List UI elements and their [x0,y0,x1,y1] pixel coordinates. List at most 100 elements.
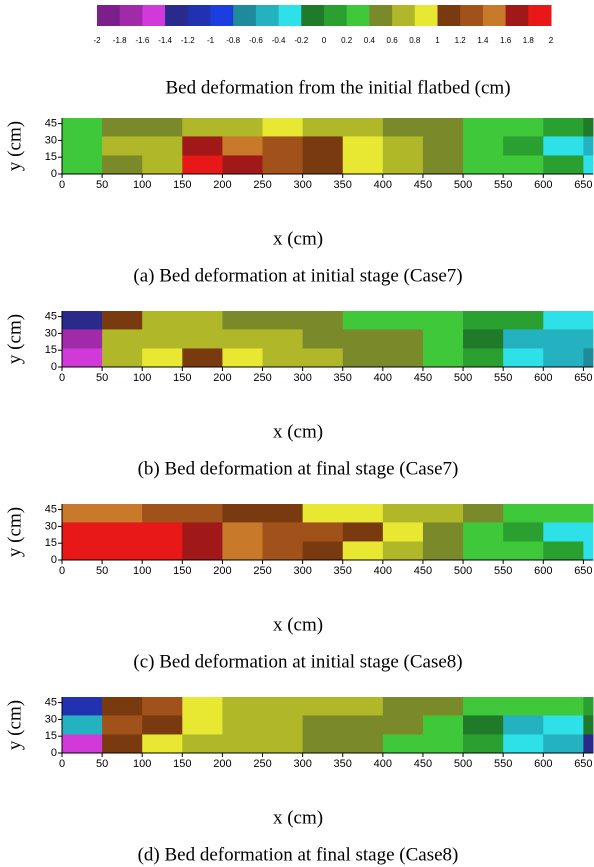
colorbar-segment [278,5,302,26]
colorbar-tick-label: -0.4 [272,36,286,45]
y-tick-label: 45 [45,697,57,709]
heatmap-cell [583,540,594,561]
heatmap-cell [102,347,143,368]
heatmap-cell [62,118,103,137]
x-axis-label: x (cm) [273,228,323,249]
heatmap-cell [262,697,304,716]
x-axis-label: x (cm) [273,807,323,828]
heatmap-cell [262,540,304,561]
heatmap-cell [382,311,424,330]
heatmap-cell [302,328,344,349]
colorbar-segment [233,5,257,26]
heatmap-cell [62,733,103,754]
x-tick-label: 0 [59,372,65,384]
colorbar-title: Bed deformation from the initial flatbed… [165,77,510,98]
x-tick-label: 50 [96,758,108,770]
x-tick-label: 100 [133,179,151,191]
x-tick-label: 350 [334,758,352,770]
heatmap-cell [382,154,424,175]
heatmap-cell [182,135,223,156]
heatmap-cell [302,714,344,735]
heatmap-cell [463,697,504,716]
heatmap-cell [262,504,304,523]
heatmap-cell [302,521,344,542]
heatmap-cell [382,714,424,735]
x-tick-label: 150 [173,758,191,770]
heatmap-cell [503,714,544,735]
heatmap-cell [262,733,304,754]
heatmap-cell [503,347,544,368]
heatmap-cell [463,504,504,523]
heatmap-cell [543,154,584,175]
x-tick-label: 400 [374,372,392,384]
heatmap-cell [342,118,384,137]
x-tick-label: 450 [414,179,432,191]
heatmap-cell [503,733,544,754]
colorbar-segment [414,5,438,26]
heatmap-cell [342,135,384,156]
x-tick-label: 350 [334,179,352,191]
heatmap-cell [102,540,143,561]
heatmap-cell [302,347,344,368]
colorbar-segment [210,5,234,26]
heatmap-cell [102,311,143,330]
x-tick-label: 150 [173,179,191,191]
x-tick-label: 400 [374,758,392,770]
colorbar-tick-label: -2 [93,36,101,45]
heatmap-cell [142,118,183,137]
y-tick-label: 15 [45,151,57,163]
heatmap-cell [422,311,464,330]
colorbar-tick-label: -1.2 [181,36,195,45]
colorbar-tick-label: 0.8 [409,36,421,45]
heatmap-cell [102,697,143,716]
heatmap-cell [422,697,464,716]
heatmap-cell [262,521,304,542]
heatmap-cell [583,154,594,175]
colorbar-segment [505,5,529,26]
heatmap-cell [583,347,594,368]
colorbar-segment [392,5,416,26]
heatmap-cell [543,733,584,754]
heatmap-cell [262,347,304,368]
heatmap-cell [182,714,223,735]
heatmap-cell [382,697,424,716]
heatmap-cell [463,521,504,542]
heatmap-cell [262,714,304,735]
heatmap-cell [182,118,223,137]
x-tick-label: 450 [414,372,432,384]
heatmap-cell [222,540,264,561]
heatmap-cell [342,733,384,754]
x-tick-label: 550 [494,565,512,577]
colorbar-tick-label: 1.2 [455,36,467,45]
heatmap-cell [422,154,464,175]
heatmap-cell [222,504,264,523]
heatmap-cell [182,733,223,754]
heatmap-cell [302,311,344,330]
heatmap-cell [422,540,464,561]
x-tick-label: 650 [574,372,592,384]
x-tick-label: 400 [374,179,392,191]
heatmap-cell [422,347,464,368]
heatmap-cell [503,118,544,137]
heatmap-cell [222,311,264,330]
heatmap-cell [422,521,464,542]
y-tick-label: 15 [45,537,57,549]
heatmap-cell [463,714,504,735]
x-tick-label: 450 [414,758,432,770]
y-tick-label: 30 [45,134,57,146]
heatmap-cell [302,540,344,561]
heatmap-cell [342,347,384,368]
caption: (c) Bed deformation at initial stage (Ca… [133,651,462,672]
heatmap-cell [222,347,264,368]
heatmap-cell [543,311,584,330]
heatmap-cell [463,311,504,330]
colorbar-tick-label: -0.8 [226,36,240,45]
heatmap-cell [102,504,143,523]
heatmap-cell [142,347,183,368]
heatmap-cell [543,540,584,561]
x-tick-label: 200 [213,372,231,384]
colorbar-tick-label: -1.8 [113,36,127,45]
y-tick-label: 15 [45,344,57,356]
colorbar-tick-label: 1 [435,36,440,45]
heatmap-cell [503,328,544,349]
